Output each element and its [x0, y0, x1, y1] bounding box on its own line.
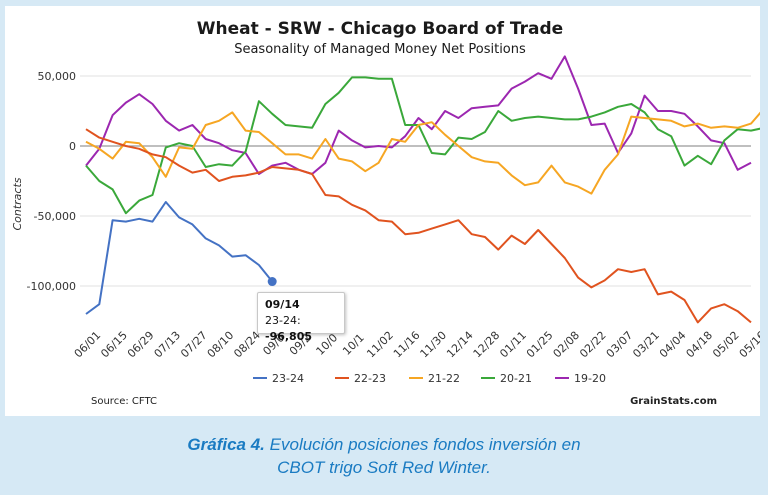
x-tick-label: 08/10: [205, 329, 237, 361]
hover-point[interactable]: [267, 277, 277, 287]
figure-caption: Gráfica 4. Evolución posiciones fondos i…: [0, 433, 768, 479]
series-line-19-20: [85, 55, 752, 175]
legend-label-21-22: 21-22: [428, 372, 460, 385]
x-tick-label: 10/1: [340, 331, 367, 358]
x-tick-label: 01/25: [524, 329, 556, 361]
x-tick-label: 06/15: [98, 329, 130, 361]
x-tick-label: 11/30: [418, 329, 450, 361]
x-tick-label: 04/18: [684, 329, 716, 361]
series-line-22-23: [85, 128, 752, 324]
x-tick-label: 01/11: [497, 329, 529, 361]
y-tick-label: -100,000: [27, 280, 76, 293]
x-tick-label: 11/02: [364, 329, 396, 361]
x-tick-label: 02/22: [577, 329, 609, 361]
series-line-21-22: [85, 111, 760, 195]
chart-svg: Wheat - SRW - Chicago Board of Trade Sea…: [11, 19, 760, 407]
legend-label-20-21: 20-21: [500, 372, 532, 385]
x-tick-label: 12/14: [444, 329, 476, 361]
x-tick-label: 02/08: [551, 329, 583, 361]
y-axis-label: Contracts: [11, 177, 24, 230]
brand-label: GrainStats.com: [630, 396, 717, 407]
x-tick-label: 11/16: [391, 329, 423, 361]
x-tick-label: 03/21: [630, 329, 662, 361]
chart-frame: Wheat - SRW - Chicago Board of Trade Sea…: [5, 6, 760, 416]
series-line-20-21: [85, 76, 760, 215]
x-tick-label: 07/13: [152, 329, 184, 361]
tooltip-series: 23-24:: [265, 314, 301, 327]
chart-title: Wheat - SRW - Chicago Board of Trade: [197, 19, 563, 39]
legend-label-22-23: 22-23: [354, 372, 386, 385]
series-lines: [85, 55, 760, 324]
legend-label-23-24: 23-24: [272, 372, 304, 385]
legend: 23-24 22-23 21-22 20-21 19-20: [253, 372, 606, 385]
tooltip-row: 23-24: -96,805: [265, 313, 337, 345]
legend-label-19-20: 19-20: [574, 372, 606, 385]
y-grid-lines: [80, 75, 751, 287]
caption-label: Gráfica 4.: [187, 435, 265, 454]
chart-subtitle: Seasonality of Managed Money Net Positio…: [234, 42, 526, 57]
x-tick-label: 12/28: [471, 329, 503, 361]
tooltip: 09/14 23-24: -96,805: [257, 292, 345, 343]
x-tick-label: 07/27: [178, 329, 210, 361]
tooltip-value: -96,805: [265, 330, 313, 343]
tooltip-date: 09/14: [265, 298, 300, 311]
x-tick-label: 05/16: [737, 329, 760, 361]
source-label: Source: CFTC: [91, 396, 157, 407]
caption-line1: Evolución posiciones fondos inversión en: [264, 435, 581, 454]
y-tick-label: -50,000: [34, 210, 76, 223]
x-tick-label: 04/04: [657, 329, 689, 361]
x-tick-label: 06/01: [72, 329, 104, 361]
y-tick-label: 0: [69, 140, 76, 153]
x-tick-label: 03/07: [604, 329, 636, 361]
series-line-23-24: [85, 201, 273, 315]
x-tick-label: 05/02: [710, 329, 742, 361]
x-tick-label: 06/29: [125, 329, 157, 361]
caption-line2: CBOT trigo Soft Red Winter.: [277, 458, 491, 477]
y-tick-labels: 50,000 0 -50,000 -100,000: [27, 70, 76, 293]
y-tick-label: 50,000: [38, 70, 77, 83]
